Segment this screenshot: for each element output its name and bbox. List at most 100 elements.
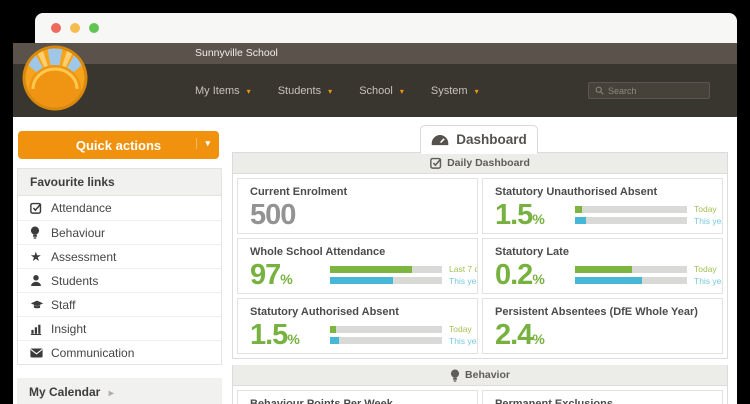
sidebar-item-students[interactable]: Students [18, 268, 221, 292]
nav-items: My Items ▾ Students ▾ School ▾ System ▾ [195, 85, 506, 97]
nav-item-system[interactable]: System ▾ [431, 85, 479, 97]
sidebar-item-label: Students [51, 273, 99, 288]
lightbulb-icon [450, 369, 460, 382]
sidebar-item-label: Behaviour [51, 225, 106, 240]
page-body: Quick actions ▾ Favourite links Attendan… [13, 117, 737, 404]
stat-card-title: Statutory Unauthorised Absent [495, 186, 658, 198]
stat-card-title: Statutory Authorised Absent [250, 306, 399, 318]
favourite-links-title: Favourite links [18, 169, 221, 196]
nav-item-my-items[interactable]: My Items ▾ [195, 85, 251, 97]
stat-bar-fill [575, 265, 633, 273]
stat-bar-label: This year [449, 335, 477, 346]
maximize-window-icon[interactable] [89, 23, 99, 33]
favourite-links-panel: Favourite links Attendance Behaviour ★ A… [17, 168, 222, 365]
stat-bar: Today [330, 325, 477, 334]
stat-card-value: 0.2% [495, 258, 545, 291]
stat-card-value: 97% [250, 258, 293, 291]
stat-bar-label: Today [694, 204, 717, 214]
daily-dashboard-panel: Daily Dashboard Current Enrolment 500 St… [232, 153, 728, 359]
daily-dashboard-cards: Current Enrolment 500 Statutory Unauthor… [233, 174, 727, 358]
sidebar-item-attendance[interactable]: Attendance [18, 196, 221, 220]
stat-bar: This year [575, 216, 722, 226]
stat-bar: Today [575, 264, 722, 274]
stat-bar-track [330, 325, 442, 333]
stat-card-title: Statutory Late [495, 246, 569, 258]
sidebar-item-label: Staff [51, 297, 76, 312]
stat-card-title: Behaviour Points Per Week [250, 398, 393, 404]
checkbox-icon [430, 157, 442, 169]
school-name-bar: Sunnyville School [13, 43, 737, 64]
stat-bar-fill [575, 277, 643, 285]
chevron-down-icon: ▾ [474, 86, 479, 96]
minimize-window-icon[interactable] [70, 23, 80, 33]
stat-card-value: 500 [250, 198, 296, 231]
search-input[interactable] [608, 85, 703, 96]
main-content: Dashboard Daily Dashboard Current Enrolm… [232, 117, 728, 404]
star-icon: ★ [30, 249, 42, 264]
nav-item-label: My Items [195, 84, 243, 97]
stat-card-permanent-exclusions: Permanent Exclusions [482, 390, 723, 404]
stat-bar-label: This year [694, 275, 722, 286]
nav-item-students[interactable]: Students ▾ [278, 85, 333, 97]
sidebar-item-assessment[interactable]: ★ Assessment [18, 244, 221, 268]
stat-card-behaviour-points-per-week: Behaviour Points Per Week [237, 390, 478, 404]
nav-item-label: System [430, 84, 471, 97]
my-calendar-title: My Calendar [29, 385, 101, 399]
sidebar-item-behaviour[interactable]: Behaviour [18, 220, 221, 244]
behavior-panel: Behavior Behaviour Points Per Week Perma… [232, 365, 728, 404]
app-logo [22, 45, 88, 111]
sidebar-item-communication[interactable]: Communication [18, 340, 221, 364]
stat-bar: This year [575, 275, 722, 286]
daily-dashboard-header: Daily Dashboard [233, 153, 727, 174]
search-box[interactable] [588, 82, 710, 99]
stat-bar-fill [575, 205, 582, 213]
stat-bar-track [575, 217, 687, 225]
person-icon [30, 274, 51, 287]
chevron-right-icon: ▸ [108, 388, 114, 399]
tab-row: Dashboard [232, 117, 728, 154]
stat-bar-track [575, 265, 687, 273]
stat-bar: This year [330, 276, 477, 286]
my-calendar-header[interactable]: My Calendar ▸ [17, 378, 222, 404]
sidebar-item-staff[interactable]: Staff [18, 292, 221, 316]
behavior-cards: Behaviour Points Per Week Permanent Excl… [233, 386, 727, 404]
quick-actions-button[interactable]: Quick actions ▾ [18, 131, 219, 159]
stat-card-title: Permanent Exclusions [495, 398, 613, 404]
stat-card-value: 2.4% [495, 318, 545, 351]
bar-chart-icon [30, 323, 51, 335]
nav-item-school[interactable]: School ▾ [359, 85, 404, 97]
quick-actions-label: Quick actions [75, 137, 162, 153]
stat-card-whole-school-attendance: Whole School Attendance 97% Last 7 days … [237, 238, 478, 294]
stat-card-statutory-unauthorised-absent: Statutory Unauthorised Absent 1.5% Today… [482, 178, 723, 234]
stat-card-value: 1.5% [250, 318, 300, 351]
behavior-header: Behavior [233, 365, 727, 386]
stat-bar-fill [330, 325, 336, 333]
chevron-down-icon: ▾ [246, 86, 251, 96]
sidebar-item-label: Insight [51, 321, 87, 336]
stat-card-title: Whole School Attendance [250, 246, 386, 258]
nav-item-label: Students [277, 84, 325, 97]
chevron-down-icon: ▾ [399, 86, 404, 96]
stat-card-title: Persistent Absentees (DfE Whole Year) [495, 306, 698, 318]
lightbulb-icon [30, 226, 51, 239]
stat-bar-fill [330, 277, 393, 285]
behavior-title: Behavior [465, 369, 510, 381]
sidebar-item-insight[interactable]: Insight [18, 316, 221, 340]
tab-dashboard[interactable]: Dashboard [420, 125, 538, 154]
stat-bar: Today [575, 204, 722, 214]
stat-bar-label: Today [694, 264, 717, 274]
sidebar: Quick actions ▾ Favourite links Attendan… [17, 131, 222, 404]
search-icon [595, 86, 604, 95]
close-window-icon[interactable] [51, 23, 61, 33]
dashboard-gauge-icon [431, 134, 449, 146]
stat-card-value: 1.5% [495, 198, 545, 231]
school-name: Sunnyville School [195, 47, 278, 59]
stat-card-current-enrolment: Current Enrolment 500 [237, 178, 478, 234]
sidebar-item-label: Attendance [51, 201, 112, 215]
stat-bar-label: Last 7 days [449, 264, 477, 274]
stat-card-bars: Today This year [330, 325, 477, 346]
stat-card-persistent-absentees-dfe-whole-year-: Persistent Absentees (DfE Whole Year) 2.… [482, 298, 723, 354]
stat-bar: Last 7 days [330, 264, 477, 274]
chevron-down-icon: ▾ [328, 86, 333, 96]
